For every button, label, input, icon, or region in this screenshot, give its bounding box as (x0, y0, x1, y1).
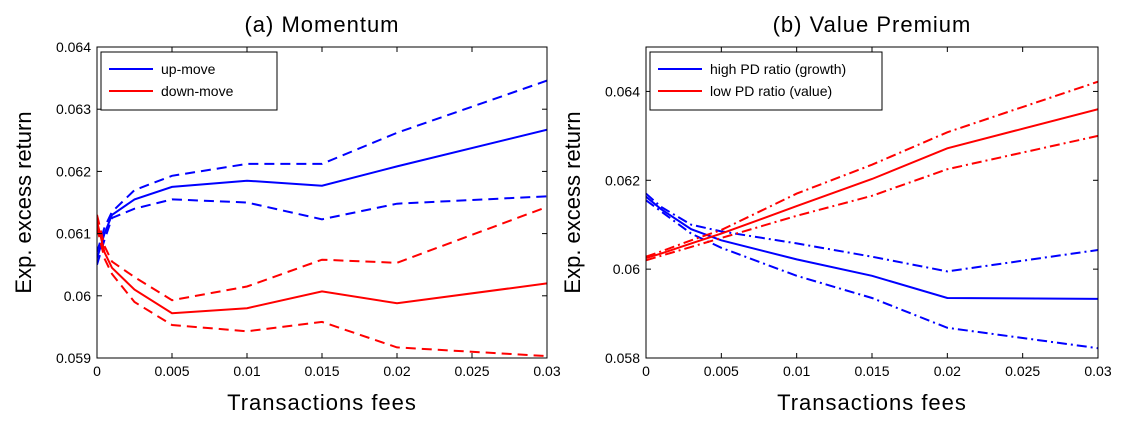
y-tick-label: 0.063 (56, 101, 91, 117)
series-line-4 (646, 80, 1098, 258)
x-tick-label: 0.03 (533, 363, 560, 379)
y-tick-label: 0.064 (56, 39, 91, 55)
x-tick-label: 0.01 (233, 363, 260, 379)
x-tick-label: 0.01 (783, 363, 810, 379)
y-axis-label: Exp. excess return (560, 111, 585, 293)
y-tick-label: 0.064 (605, 83, 640, 99)
series-line-1 (646, 192, 1098, 273)
series-group (646, 80, 1098, 350)
series-line-2 (646, 199, 1098, 350)
y-tick-label: 0.059 (56, 350, 91, 366)
legend-box (100, 51, 278, 111)
series-line-0 (646, 195, 1098, 300)
x-axis-label: Transactions fees (777, 390, 967, 415)
chart-title: (b) Value Premium (773, 12, 972, 37)
x-tick-label: 0.025 (454, 363, 489, 379)
series-line-5 (97, 227, 547, 358)
y-tick-label: 0.06 (613, 261, 640, 277)
series-group (97, 79, 547, 358)
panel-value-premium: 0 0.005 0.01 0.015 0.02 0.025 0.03 0.058 0.06 0.0… (560, 12, 1112, 415)
x-tick-label: 0.03 (1084, 363, 1111, 379)
legend-label: low PD ratio (value) (710, 83, 832, 99)
series-line-2 (97, 195, 547, 265)
y-tick-label: 0.062 (605, 172, 640, 188)
legend-label: high PD ratio (growth) (710, 61, 846, 77)
series-line-3 (646, 108, 1098, 259)
y-tick-label: 0.061 (56, 226, 91, 242)
series-line-0 (97, 128, 547, 259)
panel-momentum: 0 0.005 0.01 0.015 0.02 0.025 0.03 0.059 0.06 0.0… (11, 12, 561, 415)
y-tick-label: 0.058 (605, 350, 640, 366)
x-axis-label: Transactions fees (227, 390, 417, 415)
x-tick-label: 0.02 (383, 363, 410, 379)
x-tick-label: 0.02 (934, 363, 961, 379)
x-tick-label: 0.015 (304, 363, 339, 379)
legend-label: down-move (161, 83, 234, 99)
legend-label: up-move (161, 61, 216, 77)
series-line-1 (97, 79, 547, 253)
series-line-3 (97, 220, 547, 315)
x-tick-label: 0.015 (854, 363, 889, 379)
legend: high PD ratio (growth) low PD ratio (valu… (649, 51, 883, 111)
y-tick-label: 0.06 (64, 288, 91, 304)
legend: up-move down-move (100, 51, 278, 111)
x-tick-label: 0 (93, 363, 101, 379)
y-axis-label: Exp. excess return (11, 111, 36, 293)
x-tick-label: 0.025 (1005, 363, 1040, 379)
x-tick-label: 0.005 (704, 363, 739, 379)
y-tick-label: 0.062 (56, 163, 91, 179)
x-tick-label: 0 (642, 363, 650, 379)
series-line-4 (97, 205, 547, 302)
chart-title: (a) Momentum (244, 12, 399, 37)
x-tick-label: 0.005 (154, 363, 189, 379)
legend-box (649, 51, 883, 111)
series-line-5 (646, 134, 1098, 262)
